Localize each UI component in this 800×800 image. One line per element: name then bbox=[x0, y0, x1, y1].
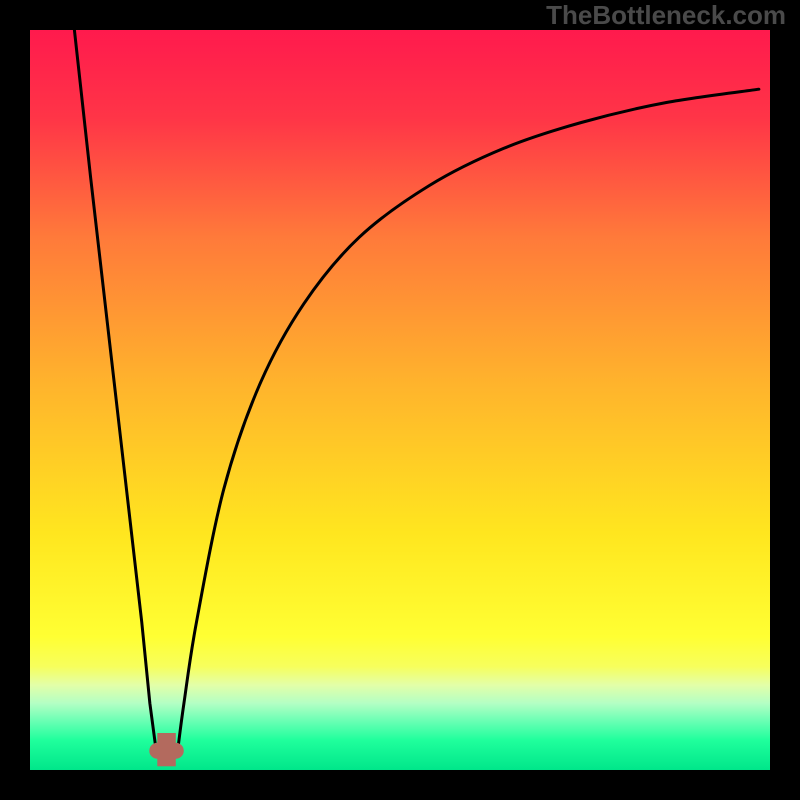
gradient-background bbox=[30, 30, 770, 770]
chart-frame: TheBottleneck.com bbox=[0, 0, 800, 800]
watermark-label: TheBottleneck.com bbox=[546, 0, 786, 31]
bottleneck-chart bbox=[30, 30, 770, 770]
